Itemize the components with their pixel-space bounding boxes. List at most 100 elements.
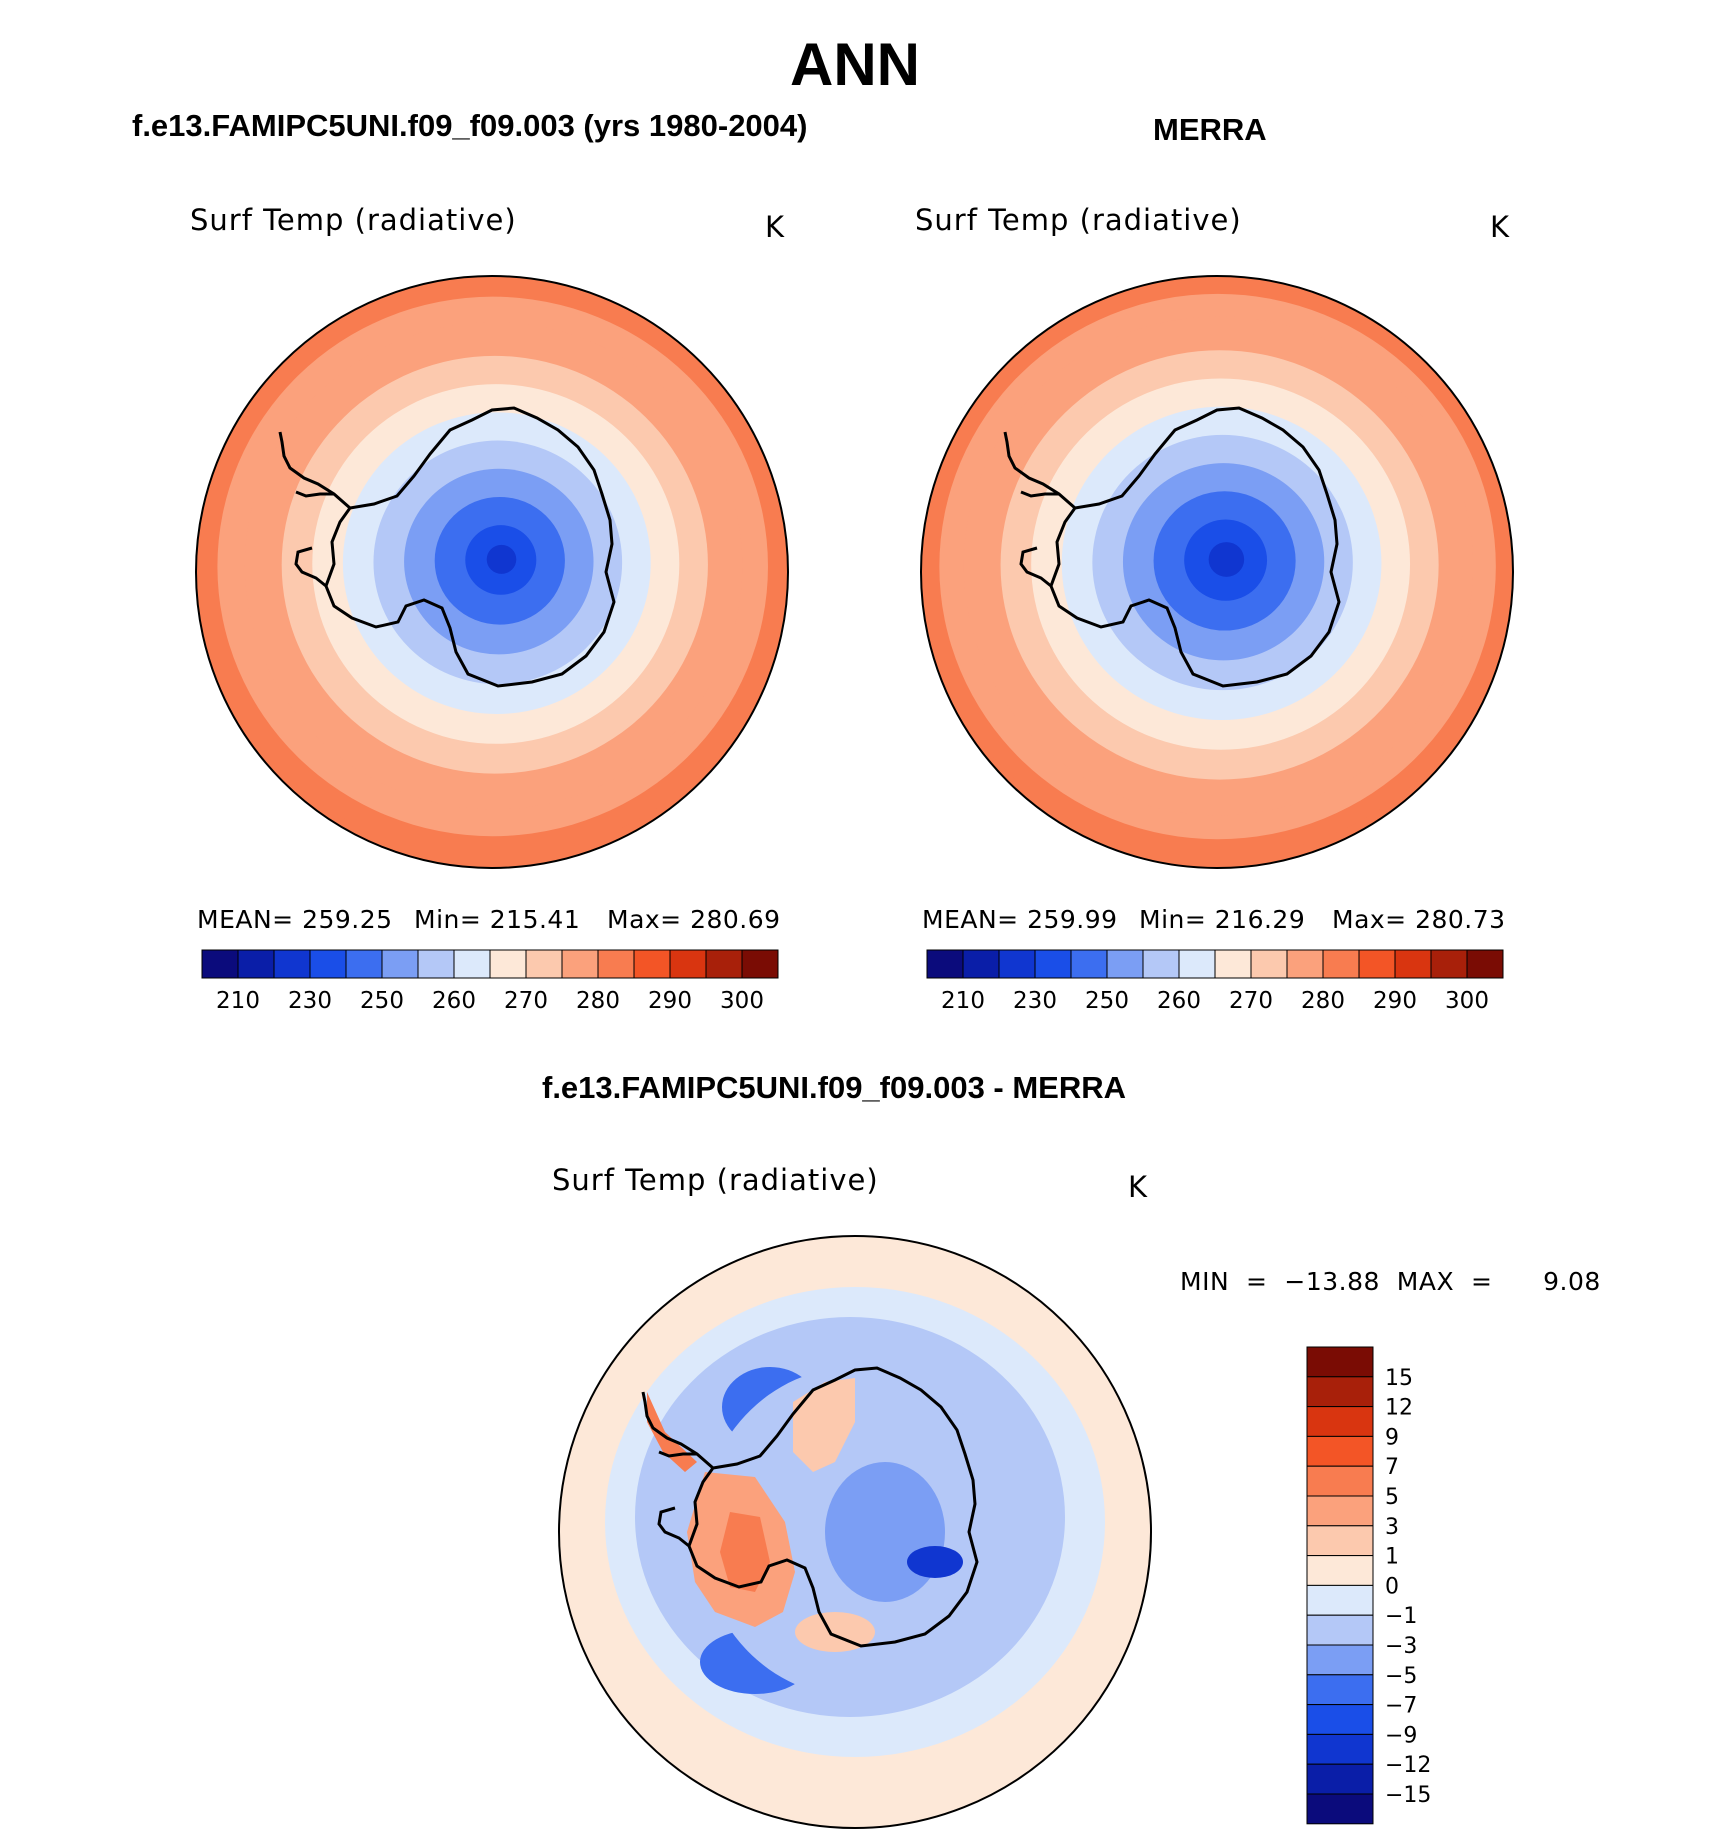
left-colorbar-swatch-7: [453, 949, 491, 979]
left-colorbar-swatch-15: [741, 949, 779, 979]
diff-colorbar: 15 12 9 7 5 3 1 0 −1 −3 −5 −7 −9 −12 −15: [1306, 1346, 1431, 1825]
left-colorbar-swatch-9: [525, 949, 563, 979]
left-stats-max: Max= 280.69: [607, 905, 781, 934]
diff-colorbar-swatch-4: [1306, 1465, 1374, 1497]
diff-colorbar-tick-12: −9: [1385, 1723, 1417, 1748]
diff-colorbar-tick-13: −12: [1385, 1753, 1431, 1778]
right-stats-mean: MEAN= 259.99: [922, 905, 1118, 934]
diff-colorbar-tick-14: −15: [1385, 1783, 1431, 1808]
left-colorbar-tick-1: 230: [288, 988, 332, 1014]
diff-colorbar-tick-0: 15: [1385, 1366, 1413, 1391]
diff-weddell-warm: [793, 1378, 855, 1472]
right-colorbar-swatch-13: [1394, 949, 1432, 979]
diff-units-label: K: [1128, 1170, 1149, 1204]
diff-colorbar-swatch-15: [1306, 1793, 1374, 1825]
left-colorbar-swatch-6: [417, 949, 455, 979]
left-colorbar-tick-4: 270: [504, 988, 548, 1014]
diff-colorbar-swatch-6: [1306, 1525, 1374, 1557]
diff-colorbar-tick-1: 12: [1385, 1396, 1413, 1421]
right-colorbar-swatch-6: [1142, 949, 1180, 979]
diff-colorbar-swatch-9: [1306, 1614, 1374, 1646]
right-colorbar-tick-0: 210: [941, 988, 985, 1014]
diff-colorbar-tick-3: 7: [1385, 1455, 1399, 1480]
diff-colorbar-swatch-2: [1306, 1406, 1374, 1437]
diff-colorbar-swatch-3: [1306, 1435, 1374, 1467]
right-colorbar-swatch-10: [1286, 949, 1324, 979]
diff-colorbar-tick-2: 9: [1385, 1425, 1399, 1450]
diff-colorbar-tick-9: −3: [1385, 1634, 1417, 1659]
diff-colorbar-swatch-12: [1306, 1704, 1374, 1735]
right-colorbar-swatch-9: [1250, 949, 1288, 979]
right-map-boundary: [920, 275, 1514, 869]
diff-variable-label: Surf Temp (radiative): [552, 1163, 879, 1197]
right-coastline: [1019, 406, 1341, 688]
right-colorbar-swatch-5: [1106, 949, 1144, 979]
left-panel-title: f.e13.FAMIPC5UNI.f09_f09.003 (yrs 1980-2…: [132, 108, 808, 143]
left-colorbar-swatch-12: [633, 949, 671, 979]
left-colorbar-swatch-10: [561, 949, 599, 979]
left-colorbar-tick-0: 210: [216, 988, 260, 1014]
diff-colorbar-tick-7: 0: [1385, 1574, 1399, 1599]
right-colorbar: 210 230 250 260 270 280 290 300: [926, 949, 1504, 1014]
left-units-label: K: [765, 210, 786, 244]
left-stats-mean: MEAN= 259.25: [197, 905, 393, 934]
right-colorbar-swatch-8: [1214, 949, 1252, 979]
right-stats-max: Max= 280.73: [1332, 905, 1506, 934]
left-stats-min: Min= 215.41: [414, 905, 581, 934]
diff-colorbar-swatch-8: [1306, 1584, 1374, 1616]
diff-colorbar-swatch-5: [1306, 1495, 1374, 1527]
diff-blob-east: [907, 1546, 963, 1578]
map-right: [920, 275, 1514, 869]
diff-colorbar-tick-10: −5: [1385, 1664, 1417, 1689]
left-colorbar-swatch-5: [381, 949, 419, 979]
right-colorbar-swatch-0: [926, 949, 964, 979]
diff-colorbar-swatch-11: [1306, 1674, 1374, 1706]
diff-colorbar-swatch-10: [1306, 1644, 1374, 1676]
left-colorbar-swatch-1: [237, 949, 275, 979]
right-peninsula: [1003, 431, 1076, 510]
right-colorbar-swatch-14: [1430, 949, 1468, 979]
left-colorbar-swatch-13: [669, 949, 707, 979]
right-colorbar-tick-2: 250: [1085, 988, 1129, 1014]
right-colorbar-swatch-11: [1322, 949, 1360, 979]
diff-field: [559, 1236, 1151, 1828]
left-colorbar-swatch-0: [201, 949, 239, 979]
left-colorbar-swatch-8: [489, 949, 527, 979]
right-stats-min: Min= 216.29: [1139, 905, 1306, 934]
page-title: ANN: [790, 31, 920, 98]
right-units-label: K: [1490, 210, 1511, 244]
diff-colorbar-swatch-14: [1306, 1763, 1374, 1795]
right-variable-label: Surf Temp (radiative): [915, 203, 1242, 237]
right-colorbar-tick-4: 270: [1229, 988, 1273, 1014]
left-colorbar-tick-5: 280: [576, 988, 620, 1014]
diff-colorbar-swatch-0: [1306, 1346, 1374, 1378]
right-colorbar-swatch-3: [1034, 949, 1072, 979]
left-colorbar-swatch-14: [705, 949, 743, 979]
diff-colorbar-swatch-1: [1306, 1376, 1374, 1408]
right-band-10: [1208, 542, 1245, 577]
right-temperature-field: [921, 276, 1513, 868]
left-colorbar-swatch-2: [273, 949, 311, 979]
right-panel-title: MERRA: [1153, 112, 1267, 147]
left-colorbar-swatch-3: [309, 949, 347, 979]
left-colorbar-tick-6: 290: [648, 988, 692, 1014]
diff-colorbar-swatch-7: [1306, 1555, 1374, 1586]
right-colorbar-tick-5: 280: [1301, 988, 1345, 1014]
right-colorbar-swatch-2: [998, 949, 1036, 979]
left-peninsula: [278, 431, 351, 510]
diff-panel-title: f.e13.FAMIPC5UNI.f09_f09.003 - MERRA: [542, 1070, 1127, 1105]
diff-peninsula-warm2: [720, 1512, 770, 1592]
left-colorbar: 210 230 250 260 270 280 290 300: [201, 949, 779, 1014]
left-colorbar-swatch-11: [597, 949, 635, 979]
left-map-boundary: [195, 275, 789, 869]
diff-colorbar-tick-11: −7: [1385, 1694, 1417, 1719]
left-colorbar-tick-2: 250: [360, 988, 404, 1014]
diff-interior-cool: [825, 1462, 945, 1602]
right-colorbar-swatch-4: [1070, 949, 1108, 979]
diff-peninsula: [641, 1391, 714, 1470]
diff-colorbar-tick-6: 1: [1385, 1545, 1399, 1570]
diff-map-boundary: [558, 1235, 1152, 1829]
left-coastline: [294, 406, 616, 688]
map-left: [195, 275, 789, 869]
right-colorbar-tick-3: 260: [1157, 988, 1201, 1014]
